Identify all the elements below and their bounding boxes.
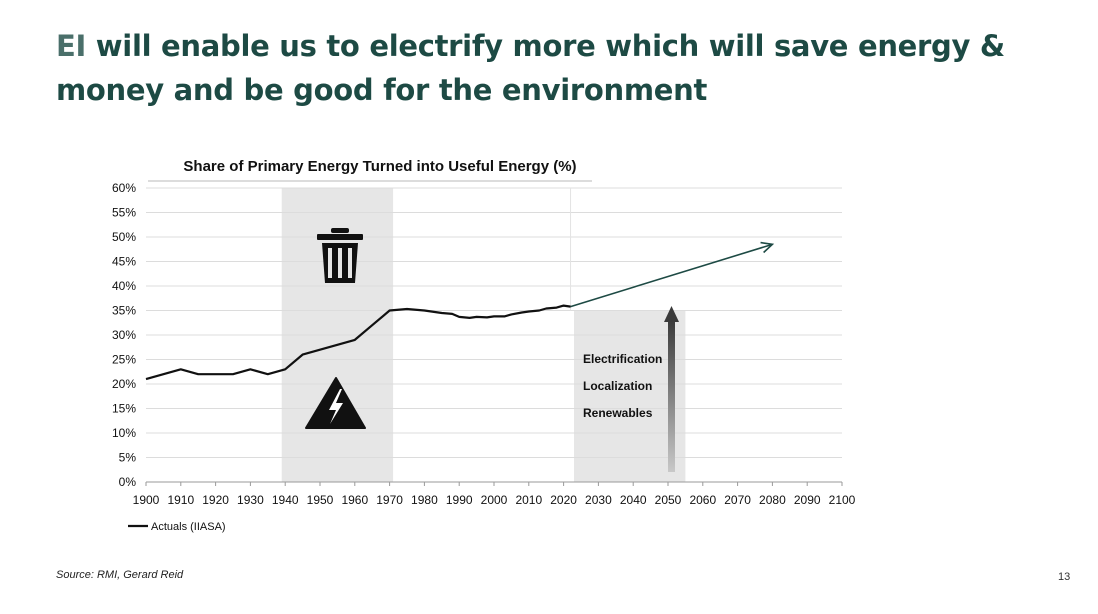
annotation-renewables: Renewables	[583, 406, 653, 420]
x-tick-label: 1980	[411, 493, 438, 507]
x-tick-label: 1950	[307, 493, 334, 507]
y-tick-label: 30%	[112, 328, 136, 342]
x-tick-label: 1990	[446, 493, 473, 507]
annotation-electrification: Electrification	[583, 352, 662, 366]
x-tick-label: 2080	[759, 493, 786, 507]
up-arrow-icon	[664, 306, 679, 472]
high-voltage-warning-icon	[305, 377, 366, 429]
projection-arrowhead	[760, 241, 775, 254]
page-number: 13	[1058, 571, 1071, 583]
x-tick-label: 2070	[724, 493, 751, 507]
y-tick-label: 0%	[119, 475, 137, 489]
x-tick-label: 2100	[829, 493, 856, 507]
legend-label: Actuals (IIASA)	[151, 521, 226, 533]
trash-can-icon	[317, 228, 363, 283]
y-tick-label: 45%	[112, 255, 136, 269]
y-tick-label: 25%	[112, 353, 136, 367]
actuals-line	[145, 304, 571, 381]
x-tick-label: 1960	[341, 493, 368, 507]
x-tick-label: 1900	[133, 493, 160, 507]
y-tick-label: 15%	[112, 402, 136, 416]
x-tick-label: 1910	[167, 493, 194, 507]
x-tick-label: 2040	[620, 493, 647, 507]
y-tick-label: 60%	[112, 181, 136, 195]
x-tick-label: 2020	[550, 493, 577, 507]
x-tick-label: 2000	[481, 493, 508, 507]
x-tick-label: 1920	[202, 493, 229, 507]
x-tick-label: 2090	[794, 493, 821, 507]
y-tick-label: 55%	[112, 206, 136, 220]
x-tick-label: 1940	[272, 493, 299, 507]
y-tick-label: 50%	[112, 230, 136, 244]
projection-arrow	[570, 243, 773, 308]
y-tick-label: 10%	[112, 426, 136, 440]
source-note: Source: RMI, Gerard Reid	[56, 569, 184, 581]
slide-title: EI will enable us to electrify more whic…	[56, 24, 1056, 112]
x-tick-label: 1970	[376, 493, 403, 507]
x-tick-label: 1930	[237, 493, 264, 507]
chart-title: Share of Primary Energy Turned into Usef…	[183, 158, 576, 175]
x-tick-label: 2050	[655, 493, 682, 507]
y-tick-label: 35%	[112, 304, 136, 318]
title-text: will enable us to electrify more which w…	[56, 29, 1005, 107]
shaded-band	[574, 310, 686, 482]
y-tick-label: 5%	[119, 451, 137, 465]
x-tick-label: 2060	[689, 493, 716, 507]
y-tick-label: 20%	[112, 377, 136, 391]
annotation-localization: Localization	[583, 379, 652, 393]
x-tick-label: 2010	[515, 493, 542, 507]
title-prefix: EI	[56, 29, 87, 63]
x-tick-label: 2030	[585, 493, 612, 507]
y-tick-label: 40%	[112, 279, 136, 293]
